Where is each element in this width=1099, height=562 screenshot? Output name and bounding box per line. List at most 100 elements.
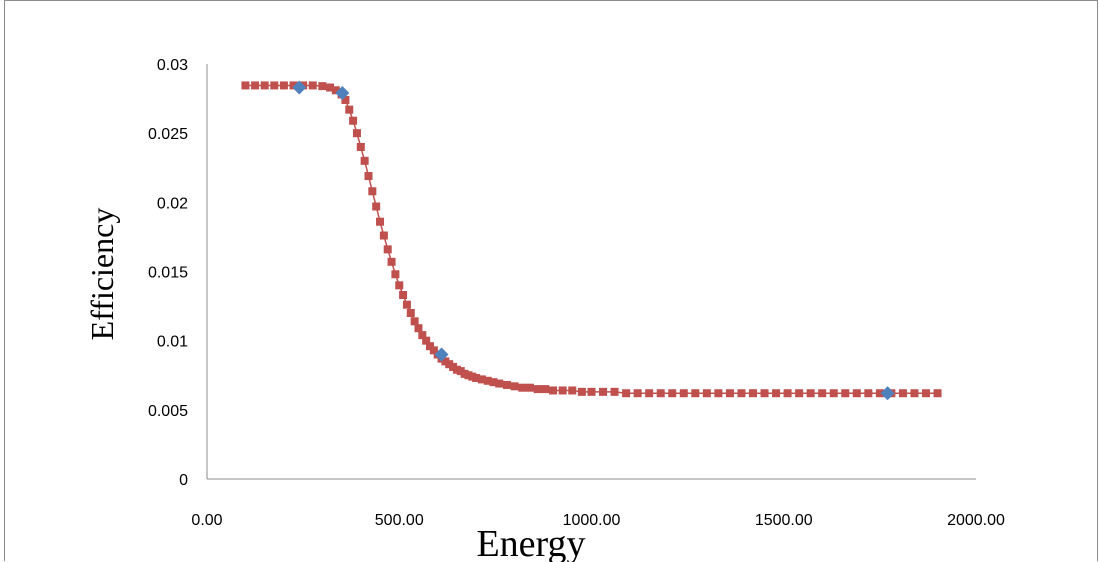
square-marker xyxy=(395,281,404,290)
y-tick-label: 0 xyxy=(179,472,188,489)
x-tick-label: 2000.00 xyxy=(947,512,1005,529)
square-marker xyxy=(279,81,288,90)
square-marker xyxy=(829,389,838,398)
square-marker xyxy=(391,270,400,279)
series-lines xyxy=(245,84,938,394)
diamond-marker xyxy=(335,86,350,101)
square-marker xyxy=(510,382,519,391)
square-marker xyxy=(525,383,534,392)
square-marker xyxy=(418,331,427,340)
square-marker xyxy=(549,386,558,395)
square-marker xyxy=(387,257,396,266)
series-line xyxy=(245,84,938,394)
square-marker xyxy=(818,389,827,398)
square-marker xyxy=(349,116,358,125)
square-marker xyxy=(356,143,365,151)
y-tick-label: 0.02 xyxy=(157,195,188,212)
square-marker xyxy=(691,389,700,398)
square-marker xyxy=(429,346,438,355)
square-marker xyxy=(533,385,542,394)
square-marker xyxy=(622,389,631,398)
square-marker xyxy=(933,389,942,398)
square-marker xyxy=(502,380,511,389)
square-marker xyxy=(841,389,850,398)
square-marker xyxy=(331,86,340,95)
y-tick-label: 0.015 xyxy=(148,265,188,282)
x-tick-label: 1000.00 xyxy=(563,512,621,529)
x-tick-label: 500.00 xyxy=(375,512,424,529)
square-marker xyxy=(372,202,381,211)
square-marker xyxy=(610,387,619,396)
square-marker xyxy=(679,389,688,398)
square-marker xyxy=(360,156,369,165)
square-marker xyxy=(898,389,907,398)
square-marker xyxy=(922,389,931,398)
square-marker xyxy=(875,389,884,398)
square-marker xyxy=(587,387,596,396)
square-marker xyxy=(910,389,919,398)
y-tick-label: 0.01 xyxy=(157,334,188,351)
square-marker xyxy=(308,81,317,90)
square-marker xyxy=(668,389,677,398)
square-marker xyxy=(422,336,431,345)
square-marker xyxy=(495,379,504,388)
square-marker xyxy=(633,389,642,398)
square-marker xyxy=(518,383,527,392)
square-marker xyxy=(318,82,327,91)
square-marker xyxy=(725,389,734,398)
square-marker xyxy=(406,309,415,317)
square-marker xyxy=(714,389,723,398)
efficiency-energy-chart: 0.00 500.00 1000.00 1500.00 2000.00 0 0.005 0.… xyxy=(84,57,1005,562)
x-tick-label: 0.00 xyxy=(191,512,222,529)
square-marker xyxy=(748,389,757,398)
diamond-marker xyxy=(292,80,307,95)
square-marker xyxy=(326,83,335,92)
square-marker xyxy=(251,81,260,90)
square-marker xyxy=(541,385,550,394)
y-axis-title: Efficiency xyxy=(84,208,120,341)
square-marker xyxy=(352,129,361,138)
square-marker xyxy=(260,81,269,90)
x-tick-label: 1500.00 xyxy=(755,512,813,529)
square-marker xyxy=(410,317,419,326)
square-marker xyxy=(376,217,385,226)
axes xyxy=(206,64,976,480)
square-marker xyxy=(379,231,388,240)
square-marker xyxy=(558,386,567,395)
square-marker xyxy=(341,95,350,104)
square-marker xyxy=(402,300,411,309)
square-marker xyxy=(577,387,586,396)
square-marker xyxy=(489,378,498,387)
square-marker xyxy=(864,389,873,398)
chart-frame: 0.00 500.00 1000.00 1500.00 2000.00 0 0.005 0.… xyxy=(4,0,1098,562)
square-marker xyxy=(477,375,486,384)
square-marker xyxy=(645,389,654,398)
square-marker xyxy=(702,389,711,398)
square-marker xyxy=(426,342,435,351)
x-axis-title: Energy xyxy=(476,523,585,562)
square-marker xyxy=(414,324,423,333)
square-marker xyxy=(345,105,354,114)
diamond-marker xyxy=(434,347,449,362)
square-marker xyxy=(368,187,377,196)
square-marker xyxy=(599,387,608,396)
diamond-marker xyxy=(880,386,895,401)
square-marker xyxy=(483,376,492,385)
y-tick-label: 0.025 xyxy=(148,126,188,143)
square-marker xyxy=(806,389,815,398)
square-marker xyxy=(783,389,792,398)
y-tick-label: 0.005 xyxy=(148,403,188,420)
square-marker xyxy=(760,389,769,398)
square-marker xyxy=(472,374,481,383)
square-marker xyxy=(383,245,392,254)
x-tick-labels: 0.00 500.00 1000.00 1500.00 2000.00 xyxy=(191,512,1005,529)
square-marker xyxy=(289,81,298,90)
square-marker xyxy=(241,81,250,90)
series-markers xyxy=(241,80,942,401)
square-marker xyxy=(364,172,373,181)
square-marker xyxy=(656,389,665,398)
y-tick-labels: 0 0.005 0.01 0.015 0.02 0.025 0.03 xyxy=(148,57,188,489)
y-tick-label: 0.03 xyxy=(157,57,188,74)
square-marker xyxy=(568,386,577,395)
square-marker xyxy=(852,389,861,398)
